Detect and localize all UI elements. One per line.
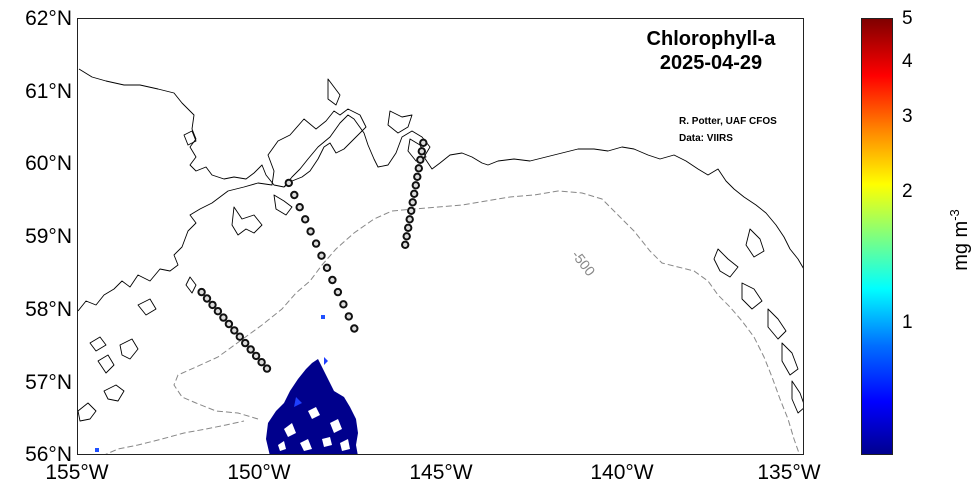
lat-tick-label: 58°N	[25, 298, 72, 321]
station-marker-line-c	[414, 164, 423, 173]
station-marker-line-b	[333, 287, 343, 297]
chlorophyll-patch	[95, 315, 358, 454]
station-marker-line-b	[322, 263, 332, 273]
station-marker-line-c	[401, 240, 410, 250]
station-marker-line-b	[295, 203, 304, 212]
title-date: 2025-04-29	[659, 52, 763, 74]
lon-tick-label: 140°W	[590, 461, 654, 484]
station-marker-line-a	[197, 287, 206, 297]
station-marker-line-b	[328, 275, 337, 285]
lat-tick-label: 59°N	[25, 225, 72, 248]
station-marker-line-b	[350, 324, 359, 333]
station-marker-line-c	[404, 223, 413, 233]
station-marker-line-c	[407, 206, 416, 216]
map-canvas: -500	[78, 68, 803, 454]
station-marker-line-b	[339, 300, 348, 309]
station-marker-line-b	[284, 178, 294, 188]
station-marker-line-b	[290, 190, 299, 200]
map-title: Chlorophyll-a 2025-04-29	[618, 27, 804, 75]
colorbar-tick-label: 3	[902, 106, 913, 127]
station-marker-line-c	[413, 172, 422, 182]
station-marker-line-c	[402, 232, 411, 241]
station-marker-line-a	[251, 351, 261, 361]
lat-tick-label: 60°N	[25, 152, 72, 175]
station-marker-line-b	[301, 215, 310, 224]
title-variable: Chlorophyll-a	[646, 28, 776, 50]
colorbar-label: mg m-3	[947, 209, 972, 271]
colorbar-tick-label: 5	[902, 8, 913, 29]
station-marker-line-a	[202, 294, 212, 303]
lat-tick-label: 56°N	[25, 443, 72, 466]
colorbar-tick-label: 2	[902, 181, 913, 202]
station-marker-line-a	[241, 338, 250, 348]
contour-label: -500	[569, 247, 599, 279]
station-marker-line-a	[230, 326, 239, 335]
colorbar	[861, 18, 893, 455]
station-marker-line-c	[408, 198, 417, 207]
station-marker-line-b	[306, 227, 315, 236]
station-marker-line-b	[311, 239, 321, 248]
map-panel: -500	[77, 18, 804, 455]
lon-tick-label: 135°W	[757, 461, 821, 484]
station-marker-line-a	[262, 364, 272, 373]
station-marker-line-a	[224, 319, 234, 329]
station-marker-line-b	[344, 312, 353, 321]
station-marker-line-a	[219, 313, 228, 322]
station-marker-line-a	[257, 358, 266, 367]
station-markers	[197, 138, 428, 373]
colorbar-tick-label: 4	[902, 51, 913, 72]
lat-tick-label: 61°N	[25, 80, 72, 103]
coastline	[78, 68, 803, 422]
credit-author: R. Potter, UAF CFOS	[679, 116, 777, 127]
station-marker-line-a	[213, 307, 223, 316]
lon-tick-label: 155°W	[45, 461, 109, 484]
bathymetry-contour	[105, 190, 800, 454]
credit-data-source: Data: VIIRS	[679, 133, 733, 144]
station-marker-line-a	[208, 300, 217, 310]
lat-tick-label: 62°N	[25, 7, 72, 30]
station-marker-line-c	[405, 215, 414, 224]
station-marker-line-a	[246, 345, 255, 354]
station-marker-line-c	[419, 138, 428, 148]
lon-tick-label: 145°W	[409, 461, 473, 484]
station-marker-line-c	[416, 155, 425, 165]
station-marker-line-a	[235, 332, 245, 341]
station-marker-line-c	[417, 147, 426, 156]
colorbar-tick-label: 1	[902, 312, 913, 333]
station-marker-line-c	[410, 189, 419, 199]
station-marker-line-b	[317, 251, 326, 260]
lon-tick-label: 150°W	[227, 461, 291, 484]
lat-tick-label: 57°N	[25, 371, 72, 394]
station-marker-line-c	[411, 181, 420, 190]
